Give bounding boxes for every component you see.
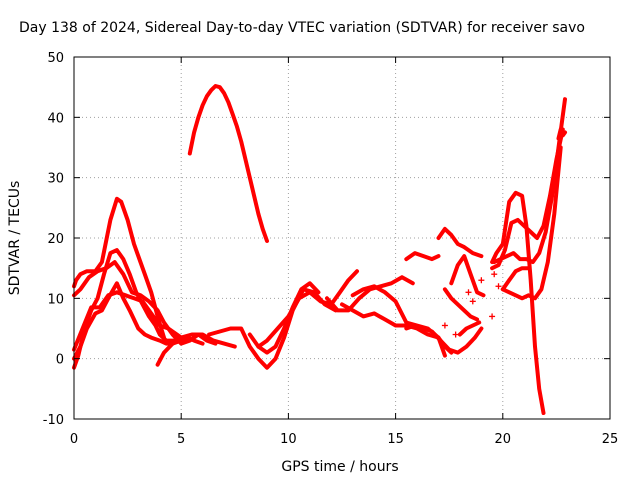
y-tick-label: 40 [47,111,64,126]
y-tick-label: 10 [47,292,64,307]
x-tick-label: 5 [177,432,185,447]
series-layer [72,84,567,415]
series-t16 [404,251,441,262]
series-t19 [457,320,482,337]
y-tick-label: -10 [43,413,64,428]
series-t5 [72,290,188,352]
series-t9 [256,269,359,349]
x-axis-label: GPS time / hours [281,459,398,475]
series-t12 [340,302,454,355]
series-t7 [207,287,338,370]
scatter-point [491,271,498,278]
series-t25 [556,127,567,141]
series-t4 [72,281,184,361]
x-tick-label: 15 [387,432,404,447]
series-t3 [72,260,218,346]
series-t10 [187,84,269,243]
x-axis-ticks: 0 5 10 15 20 25 [70,57,618,447]
x-tick-label: 25 [602,432,619,447]
grid-lines [74,57,610,419]
x-tick-label: 20 [495,432,512,447]
scatter-point [441,322,448,329]
scatter-point [465,289,472,296]
series-t14 [404,323,484,355]
scatter-points-layer [441,271,502,338]
y-axis-ticks: -10 0 10 20 30 40 50 [43,51,610,428]
y-tick-label: 0 [56,353,64,368]
series-t22 [492,97,567,265]
scatter-point [495,283,502,290]
series-t17 [449,254,486,298]
series-t15 [436,226,484,259]
series-t8 [247,281,321,355]
y-tick-label: 50 [47,51,64,66]
scatter-point [489,313,496,320]
series-t13 [350,284,447,358]
series-t1 [72,196,166,340]
y-axis-label: SDTVAR / TECUs [7,181,23,296]
series-t24 [500,266,531,292]
chart-title: Day 138 of 2024, Sidereal Day-to-day VTE… [19,20,585,36]
y-tick-label: 30 [47,172,64,187]
x-tick-label: 10 [280,432,297,447]
series-t23 [500,145,563,301]
series-t18 [442,287,480,322]
series-t20 [490,190,546,415]
scatter-point [478,277,485,284]
x-tick-label: 0 [70,432,78,447]
y-tick-label: 20 [47,232,64,247]
scatter-point [452,331,459,338]
scatter-point [469,298,476,305]
series-t6 [155,332,237,367]
